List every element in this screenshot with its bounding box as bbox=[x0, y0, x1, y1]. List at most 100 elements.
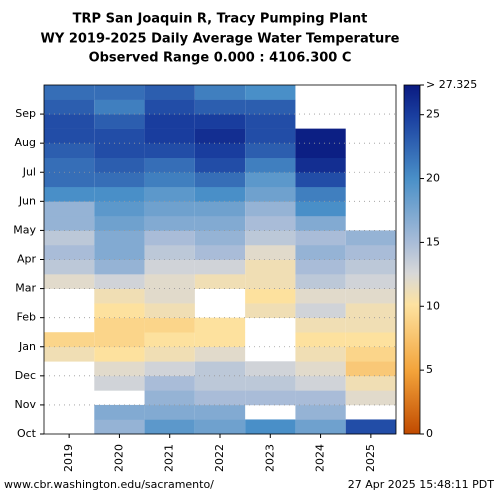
heat-cell bbox=[295, 332, 346, 348]
heat-cell bbox=[194, 361, 246, 377]
y-tick-label: Sep bbox=[15, 107, 36, 120]
heat-cell bbox=[194, 99, 246, 115]
heat-cell bbox=[144, 288, 195, 304]
heat-cell bbox=[94, 128, 145, 144]
heat-cell bbox=[144, 230, 195, 246]
heat-cell bbox=[245, 85, 296, 100]
heat-cell bbox=[94, 303, 145, 318]
heat-cell bbox=[44, 157, 95, 173]
heat-cell bbox=[94, 404, 145, 420]
heat-cell bbox=[295, 274, 346, 289]
heat-cell bbox=[295, 346, 346, 362]
y-tick-label: Nov bbox=[15, 398, 37, 411]
heat-cell bbox=[144, 114, 195, 129]
heat-cell bbox=[144, 172, 195, 188]
y-tick-label: Jan bbox=[18, 340, 36, 353]
heat-cell bbox=[245, 288, 296, 304]
chart-title: WY 2019-2025 Daily Average Water Tempera… bbox=[41, 32, 400, 47]
heat-cell bbox=[345, 259, 396, 275]
heat-cell bbox=[345, 375, 396, 391]
heat-cell bbox=[194, 215, 246, 231]
heat-cell bbox=[245, 186, 296, 202]
heat-cell bbox=[295, 259, 346, 275]
heat-cell bbox=[345, 419, 396, 435]
y-tick-label: May bbox=[13, 223, 36, 236]
heat-cell bbox=[194, 375, 246, 391]
heat-cell bbox=[345, 274, 396, 289]
y-tick-label: Feb bbox=[17, 311, 36, 324]
heat-cell bbox=[245, 419, 296, 435]
heat-cell bbox=[44, 215, 95, 231]
heat-cell bbox=[44, 128, 95, 144]
heat-cell bbox=[144, 99, 195, 115]
heat-cell bbox=[194, 346, 246, 362]
heat-cell bbox=[144, 303, 195, 318]
heat-cell bbox=[44, 259, 95, 275]
heat-cell bbox=[295, 390, 346, 406]
heat-cell bbox=[94, 274, 145, 289]
heat-cell bbox=[144, 215, 195, 231]
heat-cell bbox=[94, 143, 145, 159]
heat-cell bbox=[245, 114, 296, 129]
footer-left: www.cbr.washington.edu/sacramento/ bbox=[4, 478, 214, 491]
heat-cell bbox=[44, 244, 95, 260]
heat-cell bbox=[295, 215, 346, 231]
heat-cell bbox=[245, 157, 296, 173]
y-tick-label: Jun bbox=[18, 194, 36, 207]
heat-cell bbox=[144, 259, 195, 275]
x-tick-label: 2024 bbox=[314, 444, 327, 472]
heat-cell bbox=[94, 419, 145, 435]
heat-cell bbox=[245, 143, 296, 159]
heat-cell bbox=[94, 186, 145, 202]
heat-cell bbox=[245, 128, 296, 144]
heat-cell bbox=[194, 186, 246, 202]
heat-cell bbox=[345, 346, 396, 362]
y-tick-label: Oct bbox=[17, 427, 37, 440]
heat-cell bbox=[345, 288, 396, 304]
heat-cell bbox=[94, 332, 145, 348]
colorbar-tick-label: 25 bbox=[426, 108, 440, 121]
heat-cell bbox=[295, 404, 346, 420]
heat-cell bbox=[144, 85, 195, 100]
heat-cell bbox=[44, 346, 95, 362]
heat-cell bbox=[194, 201, 246, 217]
heat-cell bbox=[94, 375, 145, 391]
heat-cell bbox=[44, 85, 95, 100]
x-tick-label: 2022 bbox=[213, 444, 226, 472]
chart-title: TRP San Joaquin R, Tracy Pumping Plant bbox=[73, 12, 368, 27]
heat-cell bbox=[194, 404, 246, 420]
heat-cell bbox=[194, 143, 246, 159]
heat-cell bbox=[245, 375, 296, 391]
heat-cell bbox=[245, 215, 296, 231]
heat-cell bbox=[295, 201, 346, 217]
heat-cell bbox=[44, 143, 95, 159]
colorbar-tick-label: 0 bbox=[426, 427, 433, 440]
colorbar bbox=[403, 84, 421, 435]
heat-cell bbox=[245, 274, 296, 289]
heat-cell bbox=[345, 244, 396, 260]
heat-cell bbox=[245, 303, 296, 318]
heat-cell bbox=[295, 419, 346, 435]
heat-cell bbox=[94, 259, 145, 275]
heat-cell bbox=[44, 114, 95, 129]
heat-cell bbox=[144, 390, 195, 406]
heat-cell bbox=[345, 332, 396, 348]
colorbar-tick-label: 10 bbox=[426, 299, 440, 312]
heat-cell bbox=[44, 332, 95, 348]
colorbar-tick-label: 5 bbox=[426, 363, 433, 376]
heat-cell bbox=[295, 128, 346, 144]
heat-cell bbox=[144, 157, 195, 173]
heat-cell bbox=[144, 244, 195, 260]
heat-cell bbox=[44, 230, 95, 246]
colorbar-tick-label: > 27.325 bbox=[426, 78, 477, 91]
heat-cell bbox=[94, 201, 145, 217]
colorbar-tick-label: 20 bbox=[426, 172, 440, 185]
footer-right: 27 Apr 2025 15:48:11 PDT bbox=[348, 478, 495, 491]
heat-cell bbox=[295, 186, 346, 202]
y-tick-label: Apr bbox=[17, 253, 37, 266]
heat-cell bbox=[94, 99, 145, 115]
heat-cell bbox=[295, 172, 346, 188]
heat-cell bbox=[94, 230, 145, 246]
heat-cell bbox=[194, 230, 246, 246]
heat-cell bbox=[144, 346, 195, 362]
